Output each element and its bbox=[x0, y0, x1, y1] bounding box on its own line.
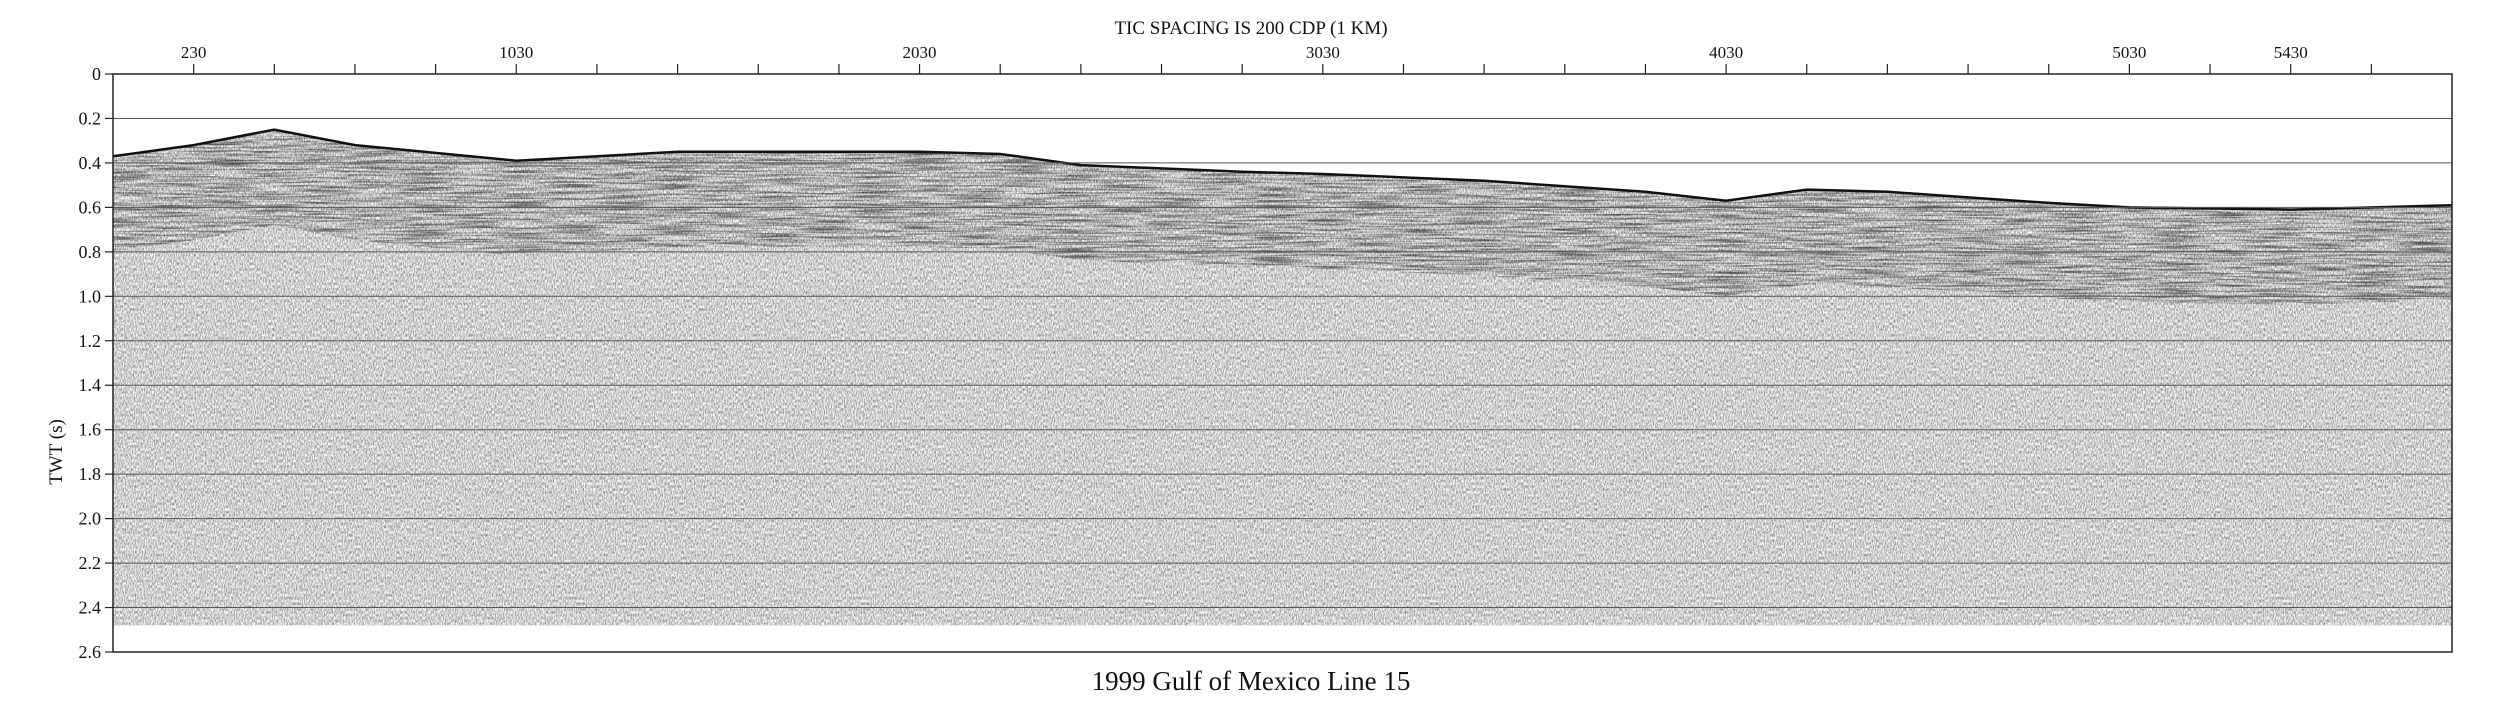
y-tick-label: 1.2 bbox=[79, 331, 102, 351]
y-tick-label: 0 bbox=[92, 64, 101, 84]
y-tick-label: 2.6 bbox=[79, 642, 102, 662]
x-tick-label: 5430 bbox=[2274, 43, 2308, 62]
figure-title: 1999 Gulf of Mexico Line 15 bbox=[1092, 666, 1411, 696]
y-axis-label: TWT (s) bbox=[46, 419, 67, 485]
plot-frame bbox=[112, 73, 2453, 653]
x-tick-label: 230 bbox=[181, 43, 207, 62]
x-axis-ticks: 230 1030 2030 3030 4030 5030 5430 bbox=[181, 43, 2372, 74]
y-tick-label: 0.8 bbox=[79, 242, 102, 262]
x-tick-label: 3030 bbox=[1306, 43, 1340, 62]
x-tick-label: 1030 bbox=[499, 43, 533, 62]
x-tick-label: 4030 bbox=[1709, 43, 1743, 62]
y-tick-label: 0.6 bbox=[79, 197, 102, 217]
y-tick-label: 0.2 bbox=[79, 108, 102, 128]
y-tick-label: 1.4 bbox=[79, 375, 102, 395]
y-tick-label: 1.6 bbox=[79, 420, 102, 440]
y-tick-label: 1.0 bbox=[79, 286, 102, 306]
seafloor-reflector bbox=[112, 128, 2453, 211]
y-tick-label: 2.2 bbox=[79, 553, 102, 573]
x-tick-label: 5030 bbox=[2112, 43, 2146, 62]
gridlines bbox=[113, 117, 2452, 653]
tic-spacing-note: TIC SPACING IS 200 CDP (1 KM) bbox=[1114, 18, 1387, 39]
x-tick-label: 2030 bbox=[903, 43, 937, 62]
y-tick-label: 0.4 bbox=[79, 153, 102, 173]
y-tick-label: 2.4 bbox=[79, 598, 102, 618]
y-tick-label: 2.0 bbox=[79, 509, 102, 529]
y-tick-label: 1.8 bbox=[79, 464, 102, 484]
y-axis-ticks: 0 0.2 0.4 0.6 0.8 1.0 1.2 1.4 1.6 1.8 2.0 2.2 2.4 2.6 bbox=[79, 64, 113, 662]
